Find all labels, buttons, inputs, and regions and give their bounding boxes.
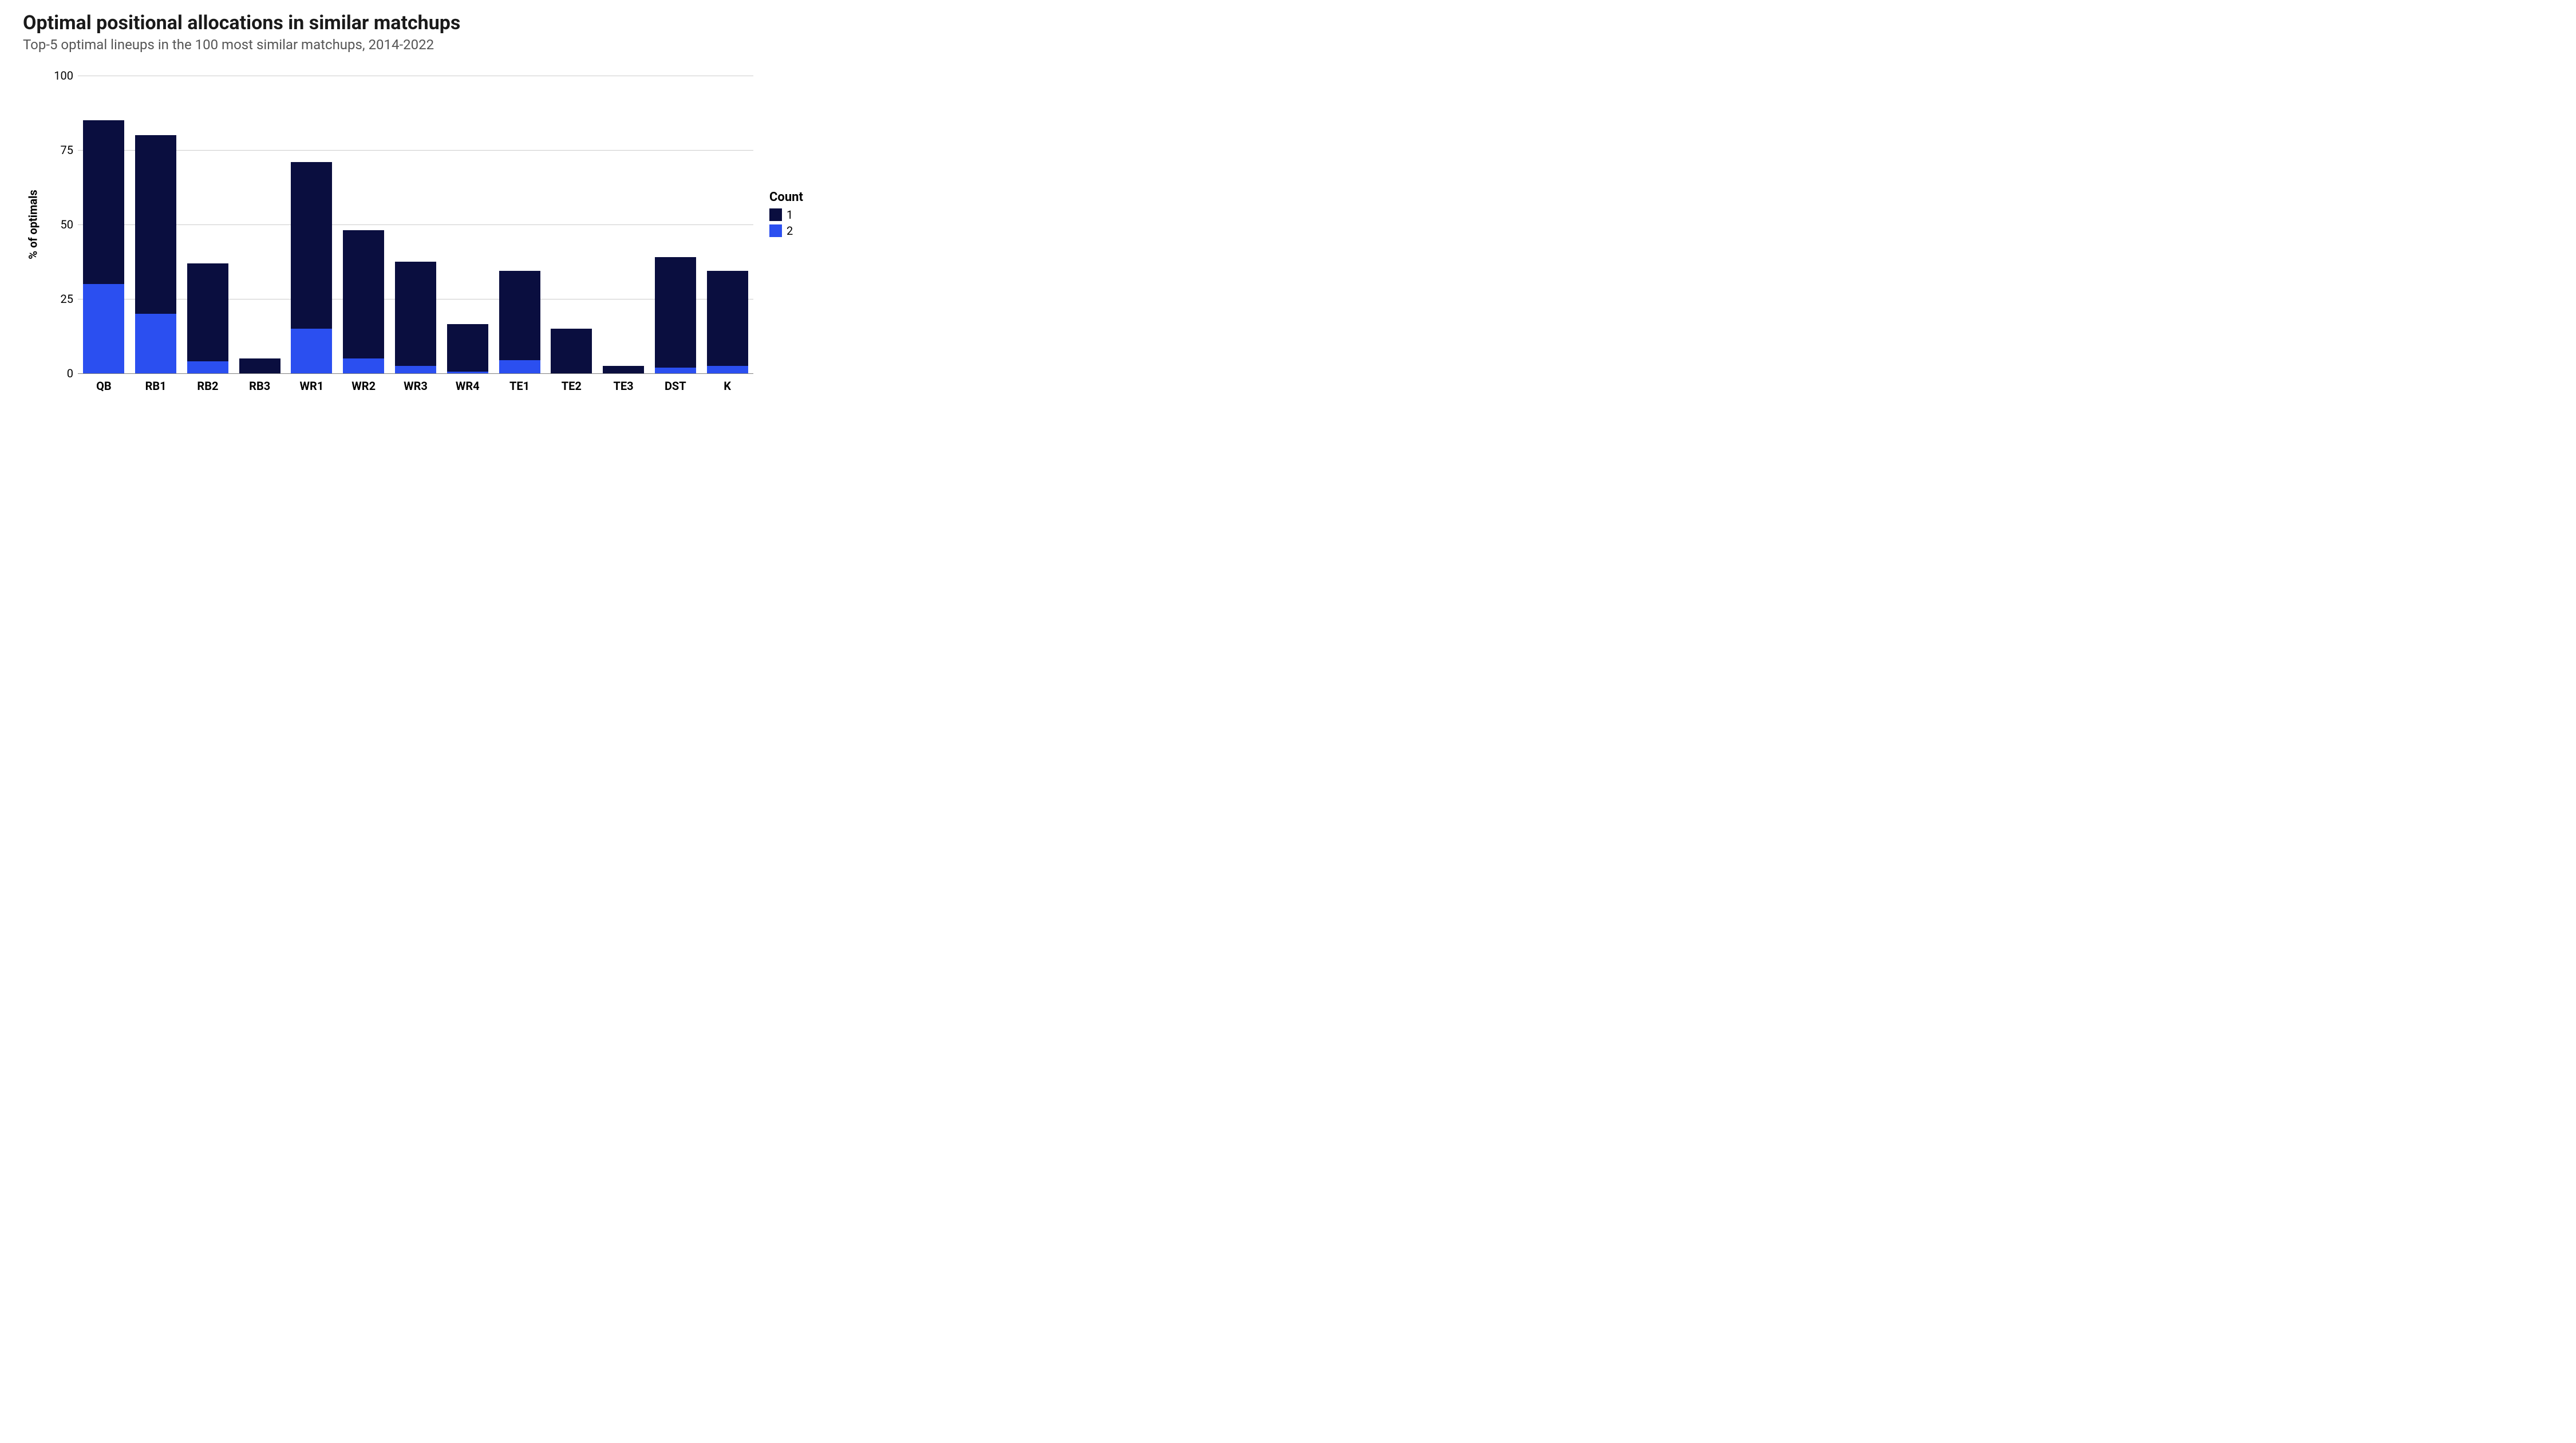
bar-segment-count2 xyxy=(707,366,748,373)
bar-segment-count2 xyxy=(499,360,540,373)
bar-K xyxy=(702,76,753,373)
bar-QB xyxy=(78,76,129,373)
y-tick-label: 75 xyxy=(61,143,73,157)
bar-segment-count1 xyxy=(343,230,384,358)
legend-label: 1 xyxy=(787,208,793,222)
chart-subtitle: Top-5 optimal lineups in the 100 most si… xyxy=(23,37,836,53)
bar-stack xyxy=(551,329,592,373)
axis-row: 0255075100 xyxy=(44,76,753,373)
bar-segment-count1 xyxy=(551,329,592,373)
bar-stack xyxy=(395,262,436,373)
bar-segment-count2 xyxy=(343,358,384,373)
y-axis-label: % of optimals xyxy=(26,190,40,259)
bar-WR2 xyxy=(338,76,389,373)
bar-segment-count2 xyxy=(447,372,488,373)
legend-item: 2 xyxy=(769,224,803,238)
bar-WR3 xyxy=(390,76,441,373)
x-tick-label: K xyxy=(702,379,753,393)
x-tick-label: DST xyxy=(650,379,701,393)
chart-body: % of optimals 0255075100 QBRB1RB2RB3WR1W… xyxy=(23,76,836,393)
x-axis-labels: QBRB1RB2RB3WR1WR2WR3WR4TE1TE2TE3DSTK xyxy=(78,379,753,393)
legend-item: 1 xyxy=(769,208,803,222)
y-tick-label: 50 xyxy=(61,218,73,231)
x-tick-label: RB2 xyxy=(182,379,234,393)
x-tick-label: TE1 xyxy=(494,379,546,393)
x-tick-label: WR4 xyxy=(442,379,493,393)
bar-WR4 xyxy=(442,76,493,373)
bar-stack xyxy=(239,358,280,373)
bar-TE1 xyxy=(494,76,546,373)
legend: Count 1 2 xyxy=(769,190,803,240)
bar-segment-count1 xyxy=(447,324,488,372)
x-tick-label: QB xyxy=(78,379,129,393)
x-tick-label: RB3 xyxy=(234,379,286,393)
bar-stack xyxy=(655,257,696,373)
bar-segment-count2 xyxy=(291,329,332,373)
bar-stack xyxy=(187,263,228,373)
bar-stack xyxy=(83,120,124,373)
bar-DST xyxy=(650,76,701,373)
bar-stack xyxy=(343,230,384,373)
bar-stack xyxy=(707,271,748,373)
x-tick-label: WR2 xyxy=(338,379,389,393)
plot-column: 0255075100 QBRB1RB2RB3WR1WR2WR3WR4TE1TE2… xyxy=(44,76,753,393)
plot-area xyxy=(78,76,753,373)
bar-stack xyxy=(447,324,488,373)
bar-segment-count1 xyxy=(603,366,644,373)
bar-segment-count1 xyxy=(499,271,540,360)
bar-TE3 xyxy=(598,76,649,373)
bar-RB2 xyxy=(182,76,234,373)
x-tick-label: RB1 xyxy=(130,379,181,393)
bar-segment-count1 xyxy=(135,135,176,314)
bar-segment-count2 xyxy=(655,368,696,373)
bar-segment-count1 xyxy=(187,263,228,362)
bar-stack xyxy=(603,366,644,373)
bar-segment-count1 xyxy=(707,271,748,366)
x-tick-label: TE2 xyxy=(546,379,597,393)
bar-segment-count1 xyxy=(83,120,124,284)
bar-segment-count1 xyxy=(395,262,436,366)
y-tick-column: 0255075100 xyxy=(44,76,78,373)
y-axis-label-wrap: % of optimals xyxy=(23,76,44,373)
chart-container: Optimal positional allocations in simila… xyxy=(0,0,859,481)
x-tick-label: WR3 xyxy=(390,379,441,393)
x-tick-label: TE3 xyxy=(598,379,649,393)
bars-layer xyxy=(78,76,753,373)
legend-title: Count xyxy=(769,190,803,204)
bar-stack xyxy=(499,271,540,373)
y-tick-label: 25 xyxy=(61,292,73,306)
bar-RB1 xyxy=(130,76,181,373)
baseline xyxy=(78,373,753,374)
bar-stack xyxy=(135,135,176,373)
bar-segment-count1 xyxy=(291,162,332,329)
y-tick-label: 100 xyxy=(54,69,73,82)
bar-stack xyxy=(291,162,332,373)
chart-title: Optimal positional allocations in simila… xyxy=(23,11,836,34)
legend-swatch xyxy=(769,208,782,221)
bar-WR1 xyxy=(286,76,337,373)
x-tick-label: WR1 xyxy=(286,379,337,393)
bar-segment-count2 xyxy=(135,314,176,373)
x-axis-row: QBRB1RB2RB3WR1WR2WR3WR4TE1TE2TE3DSTK xyxy=(44,373,753,393)
bar-segment-count2 xyxy=(395,366,436,373)
bar-RB3 xyxy=(234,76,286,373)
bar-segment-count1 xyxy=(655,257,696,367)
bar-TE2 xyxy=(546,76,597,373)
legend-swatch xyxy=(769,224,782,237)
bar-segment-count1 xyxy=(239,358,280,373)
legend-label: 2 xyxy=(787,224,793,238)
bar-segment-count2 xyxy=(83,284,124,373)
y-tick-spacer xyxy=(44,373,78,393)
bar-segment-count2 xyxy=(187,361,228,373)
